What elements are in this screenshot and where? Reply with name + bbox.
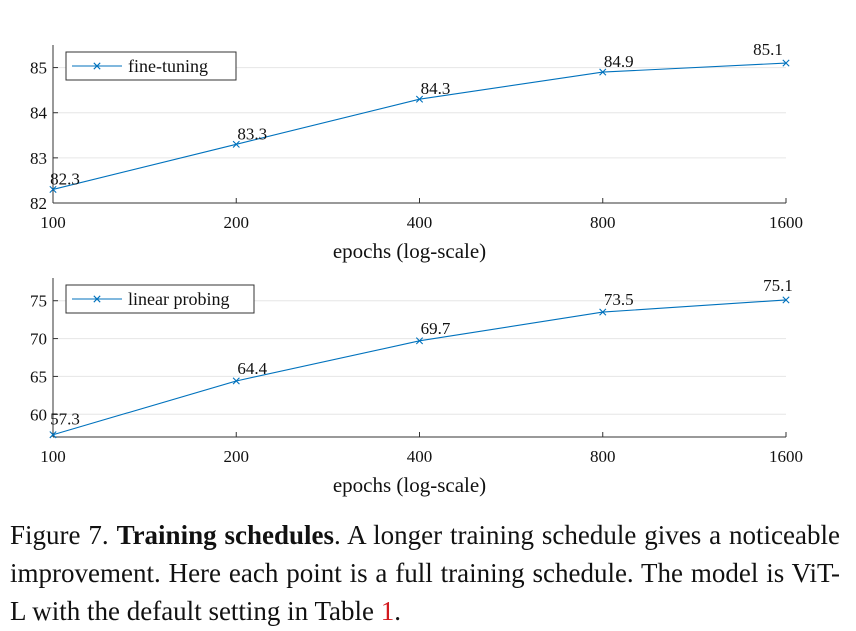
data-label: 64.4 — [237, 359, 267, 378]
data-label: 57.3 — [50, 410, 80, 429]
data-label: 84.3 — [421, 79, 451, 98]
y-tick-label: 85 — [30, 59, 47, 78]
x-tick-label: 800 — [590, 447, 616, 466]
data-point-marker — [782, 296, 790, 304]
linear-probing-chart: 60 65 70 75 100 200 400 800 1600 epochs (log-scal… — [30, 276, 803, 497]
x-tick-label: 1600 — [769, 447, 803, 466]
data-label: 82.3 — [50, 169, 80, 188]
y-tick-label: 60 — [30, 405, 47, 424]
legend-marker — [93, 295, 101, 303]
caption-text: . A longer training schedule gives a not… — [10, 520, 840, 626]
data-label: 83.3 — [237, 124, 267, 143]
data-point-marker — [49, 185, 57, 194]
x-tick-label: 1600 — [769, 213, 803, 232]
data-label: 69.7 — [421, 319, 451, 338]
caption-title: Training schedules — [116, 520, 335, 550]
y-tick-label: 83 — [30, 149, 47, 168]
legend-label: linear probing — [128, 289, 229, 309]
legend-label: fine-tuning — [128, 56, 208, 76]
x-axis-title: epochs (log-scale) — [333, 239, 486, 263]
x-tick-label: 200 — [224, 447, 250, 466]
caption-end: . — [394, 596, 402, 626]
table-reference-link[interactable]: 1 — [380, 596, 395, 626]
data-point-marker — [599, 68, 607, 76]
x-tick-label: 200 — [224, 213, 250, 232]
x-tick-label: 400 — [407, 213, 433, 232]
data-label: 75.1 — [763, 276, 793, 295]
x-tick-label: 400 — [407, 447, 433, 466]
x-tick-label: 800 — [590, 213, 616, 232]
series-line — [52, 62, 787, 190]
y-tick-label: 75 — [30, 292, 47, 311]
y-tick-label: 82 — [30, 194, 47, 213]
data-label: 73.5 — [604, 290, 634, 309]
data-label: 85.1 — [753, 40, 783, 59]
data-label: 84.9 — [604, 52, 634, 71]
x-axis-title: epochs (log-scale) — [333, 473, 486, 497]
figure-caption: Figure 7. Training schedules. A longer t… — [10, 516, 840, 630]
y-tick-label: 65 — [30, 367, 47, 386]
data-point-marker — [599, 308, 607, 316]
x-tick-label: 100 — [40, 213, 66, 232]
data-point-marker — [232, 377, 240, 385]
data-point-marker — [49, 431, 57, 439]
x-tick-label: 100 — [40, 447, 66, 466]
data-point-marker — [415, 337, 424, 345]
legend-marker — [93, 62, 101, 70]
data-point-marker — [415, 95, 424, 103]
y-tick-label: 84 — [30, 104, 48, 123]
data-point-marker — [232, 140, 240, 148]
data-point-marker — [782, 59, 790, 67]
caption-prefix: Figure 7. — [10, 520, 117, 550]
training-schedules-figure: 82 83 84 85 100 200 400 800 1600 epochs (log-scal… — [30, 40, 803, 497]
y-tick-label: 70 — [30, 330, 47, 349]
fine-tuning-chart: 82 83 84 85 100 200 400 800 1600 epochs (log-scal… — [30, 40, 803, 263]
